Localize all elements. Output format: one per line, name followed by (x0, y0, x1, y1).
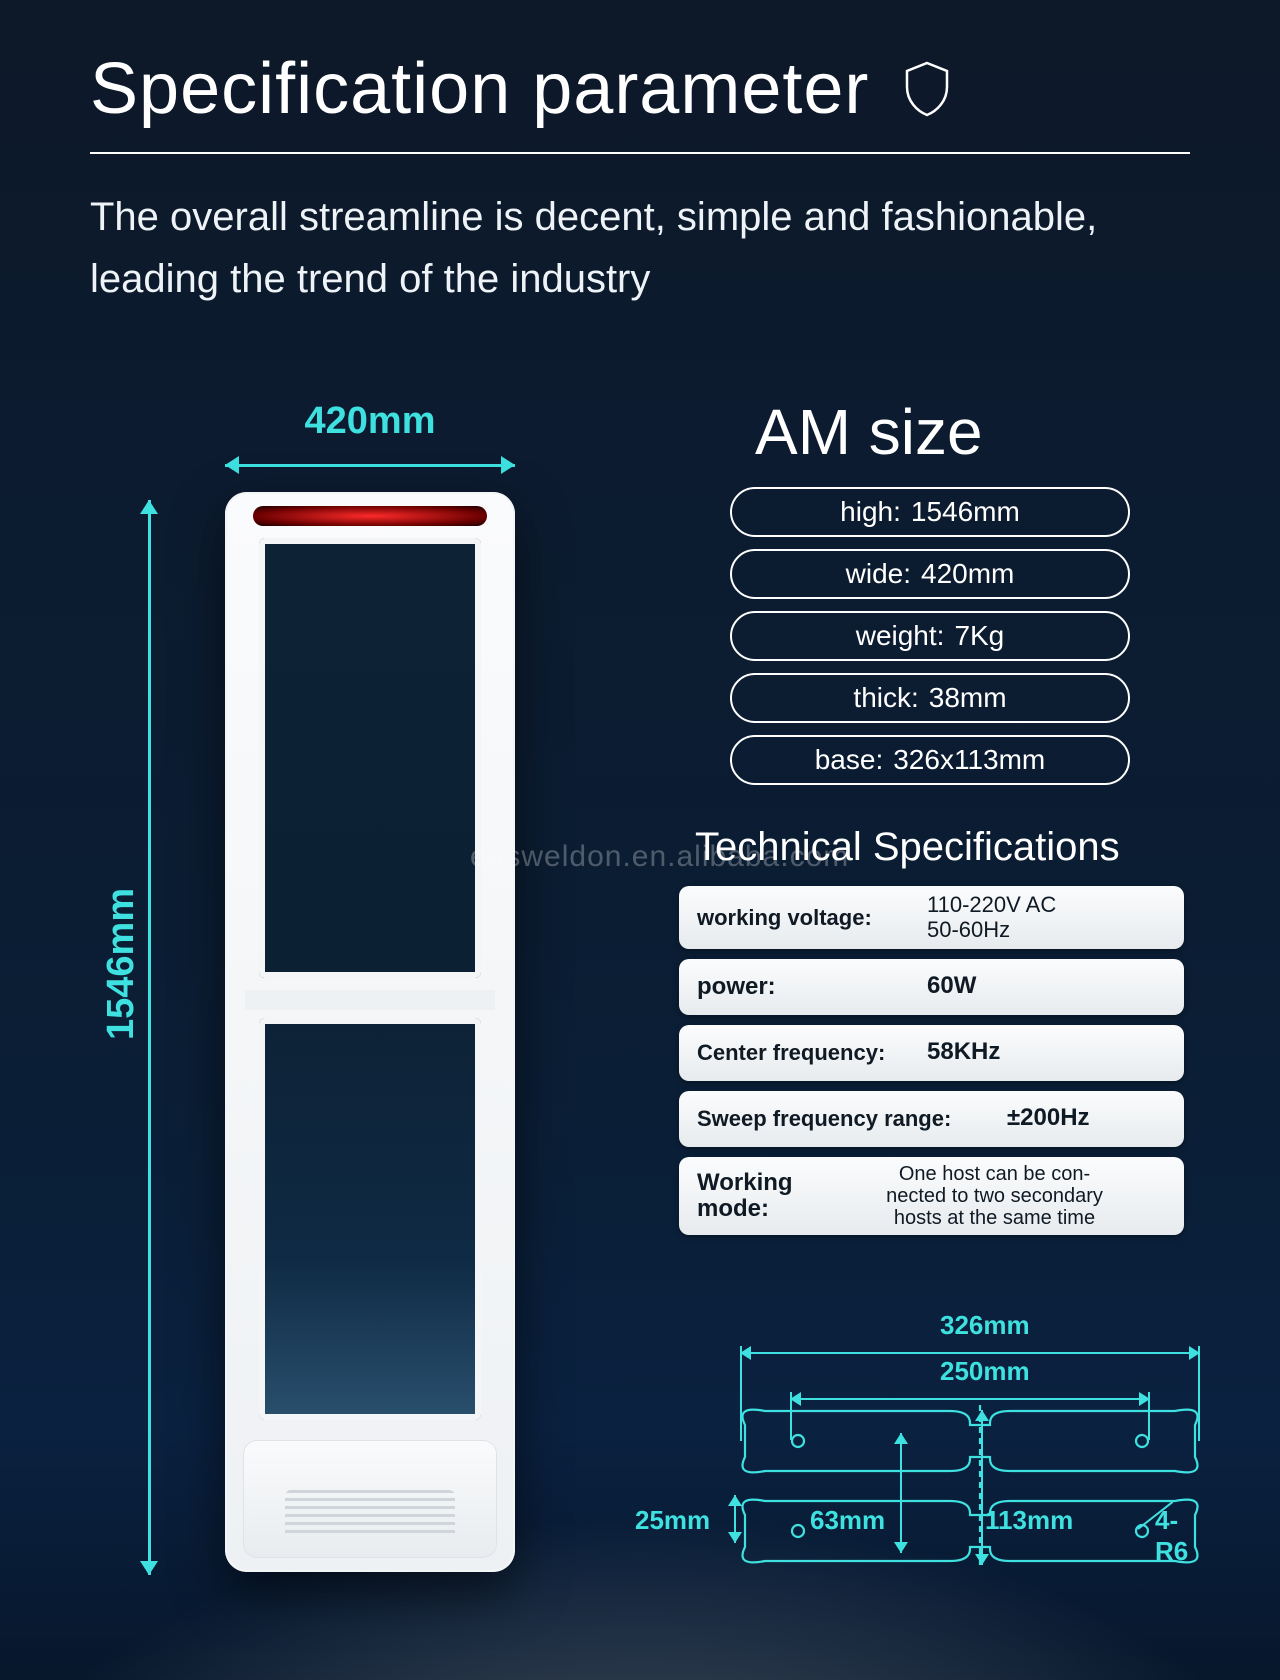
tech-label: Working mode: (697, 1170, 867, 1220)
tech-list: working voltage: 110-220V AC 50-60Hz pow… (679, 886, 1195, 1235)
tech-value: 60W (927, 973, 976, 999)
tech-label: Sweep frequency range: (697, 1107, 1007, 1130)
subtitle: The overall streamline is decent, simple… (90, 186, 1190, 310)
am-row-label: base: (815, 744, 884, 776)
bp-dim-total-height: 113mm (985, 1505, 1073, 1536)
device-vents (285, 1490, 455, 1538)
bp-dim-slot-height: 63mm (810, 1505, 885, 1536)
am-row-thick: thick: 38mm (730, 673, 1130, 723)
tech-row-centerfreq: Center frequency: 58KHz (679, 1025, 1184, 1081)
am-size-title: AM size (755, 395, 1195, 469)
bp-arrow-total-height (975, 1410, 989, 1565)
divider (90, 152, 1190, 154)
bp-arrow-inner-width (790, 1392, 1150, 1406)
bp-dim-inner-width: 250mm (940, 1356, 1030, 1387)
tech-label: power: (697, 974, 927, 999)
product-panel: 420mm 1546mm 999 (90, 400, 620, 1630)
tech-value: 58KHz (927, 1039, 1000, 1065)
tech-row-mode: Working mode: One host can be con- necte… (679, 1157, 1184, 1235)
am-row-base: base: 326x113mm (730, 735, 1130, 785)
bp-arrow-slot-height (894, 1433, 908, 1553)
am-row-label: weight: (856, 620, 945, 652)
dim-height-label: 1546mm (100, 888, 143, 1040)
baseplate-diagram: 326mm 250mm 25mm 63mm 113mm 4-R6 (650, 1310, 1210, 1650)
tech-title: Technical Specifications (695, 825, 1195, 870)
device-base (243, 1440, 497, 1558)
shield-icon (897, 54, 957, 124)
dim-width-arrow (225, 456, 515, 474)
specs-panel: AM size high: 1546mm wide: 420mm weight: 7K… (665, 395, 1195, 1235)
tech-row-power: power: 60W (679, 959, 1184, 1015)
am-row-value: 420mm (921, 558, 1014, 590)
am-row-high: high: 1546mm (730, 487, 1130, 537)
tech-label: working voltage: (697, 906, 927, 929)
am-row-label: high: (840, 496, 901, 528)
device-mid-bar (245, 990, 495, 1010)
am-row-label: thick: (853, 682, 918, 714)
device-upper-window (259, 538, 481, 978)
tech-row-sweep: Sweep frequency range: ±200Hz (679, 1091, 1184, 1147)
bp-dim-left-offset: 25mm (635, 1505, 710, 1536)
bp-arrow-left-offset (728, 1495, 742, 1543)
header: Specification parameter The overall stre… (90, 48, 1190, 310)
am-row-value: 7Kg (954, 620, 1004, 652)
device-lower-window (259, 1018, 481, 1420)
tech-label: Center frequency: (697, 1041, 927, 1064)
am-size-list: high: 1546mm wide: 420mm weight: 7Kg thick:… (665, 487, 1195, 785)
am-row-wide: wide: 420mm (730, 549, 1130, 599)
am-row-value: 326x113mm (893, 744, 1045, 776)
title-row: Specification parameter (90, 48, 1190, 130)
am-row-label: wide: (846, 558, 911, 590)
am-row-weight: weight: 7Kg (730, 611, 1130, 661)
tech-value: One host can be con- nected to two secon… (867, 1163, 1122, 1229)
tech-value: ±200Hz (1007, 1105, 1090, 1131)
dim-width-label: 420mm (225, 400, 515, 443)
bp-dim-outer-width: 326mm (940, 1310, 1030, 1341)
tech-row-voltage: working voltage: 110-220V AC 50-60Hz (679, 886, 1184, 949)
device-illustration: 999 (225, 492, 515, 1572)
bp-dim-fillet: 4-R6 (1155, 1505, 1210, 1567)
am-row-value: 38mm (929, 682, 1007, 714)
dim-height-arrow (140, 500, 158, 1575)
alarm-light-icon (253, 506, 487, 526)
tech-value: 110-220V AC 50-60Hz (927, 892, 1056, 943)
am-row-value: 1546mm (911, 496, 1020, 528)
page-title: Specification parameter (90, 48, 869, 130)
